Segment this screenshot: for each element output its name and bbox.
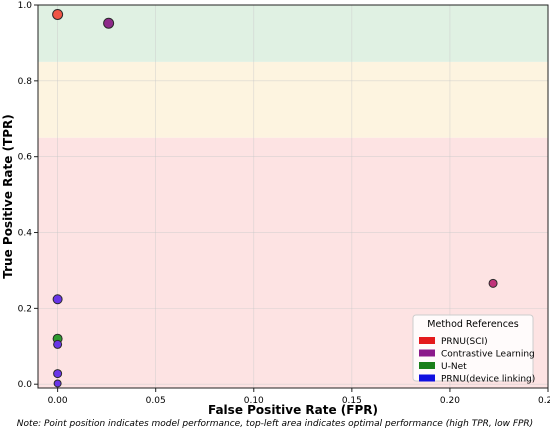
x-axis-ticks: 0.00 0.05 0.10 0.15 0.20 0.25 xyxy=(48,388,550,406)
y-tick-label: 0.0 xyxy=(18,380,33,390)
chart-note: Note: Point position indicates model per… xyxy=(17,419,533,429)
band-low-margin xyxy=(38,384,548,388)
performance-bands xyxy=(38,5,548,388)
x-tick-label: 0.00 xyxy=(48,396,68,406)
legend-swatch xyxy=(419,349,435,357)
data-point xyxy=(103,17,115,29)
legend-box xyxy=(412,314,534,382)
legend-swatch xyxy=(419,374,435,382)
y-tick-label: 0.6 xyxy=(18,153,33,163)
data-point xyxy=(53,339,63,349)
legend-entries: PRNU(SCI) Contrastive Learning U-Net PRNU(d… xyxy=(419,337,535,385)
legend-swatch xyxy=(419,362,435,369)
plot-frame xyxy=(37,4,549,389)
data-point xyxy=(53,379,62,388)
legend: Method References PRNU(SCI) Contrastive L… xyxy=(412,314,535,385)
y-axis-ticks: 0.0 0.2 0.4 0.6 0.8 1.0 xyxy=(18,1,38,390)
x-tick-label: 0.05 xyxy=(146,396,166,406)
legend-title: Method References xyxy=(427,319,518,330)
data-point xyxy=(53,369,63,379)
y-tick-label: 1.0 xyxy=(18,1,33,11)
x-tick-label: 0.25 xyxy=(538,396,550,406)
data-points xyxy=(52,8,498,388)
y-tick-label: 0.4 xyxy=(18,229,33,239)
band-mid xyxy=(38,61,548,138)
data-point xyxy=(52,294,63,305)
x-axis-label: False Positive Rate (FPR) xyxy=(208,403,378,417)
y-tick-label: 0.8 xyxy=(18,77,33,87)
legend-swatch xyxy=(419,337,435,344)
grid-lines xyxy=(38,4,549,388)
band-high xyxy=(38,5,548,62)
y-tick-label: 0.2 xyxy=(18,304,32,314)
data-point xyxy=(488,278,498,288)
legend-label: Contrastive Learning xyxy=(441,350,535,360)
x-tick-label: 0.20 xyxy=(440,396,460,406)
y-axis-label: True Positive Rate (TPR) xyxy=(1,114,15,279)
legend-label: PRNU(SCI) xyxy=(441,337,488,347)
x-tick-label: 0.10 xyxy=(244,396,264,406)
legend-label: PRNU(device linking) xyxy=(441,375,535,385)
x-tick-label: 0.15 xyxy=(342,396,362,406)
legend-label: U-Net xyxy=(441,362,467,372)
data-point xyxy=(52,8,64,20)
